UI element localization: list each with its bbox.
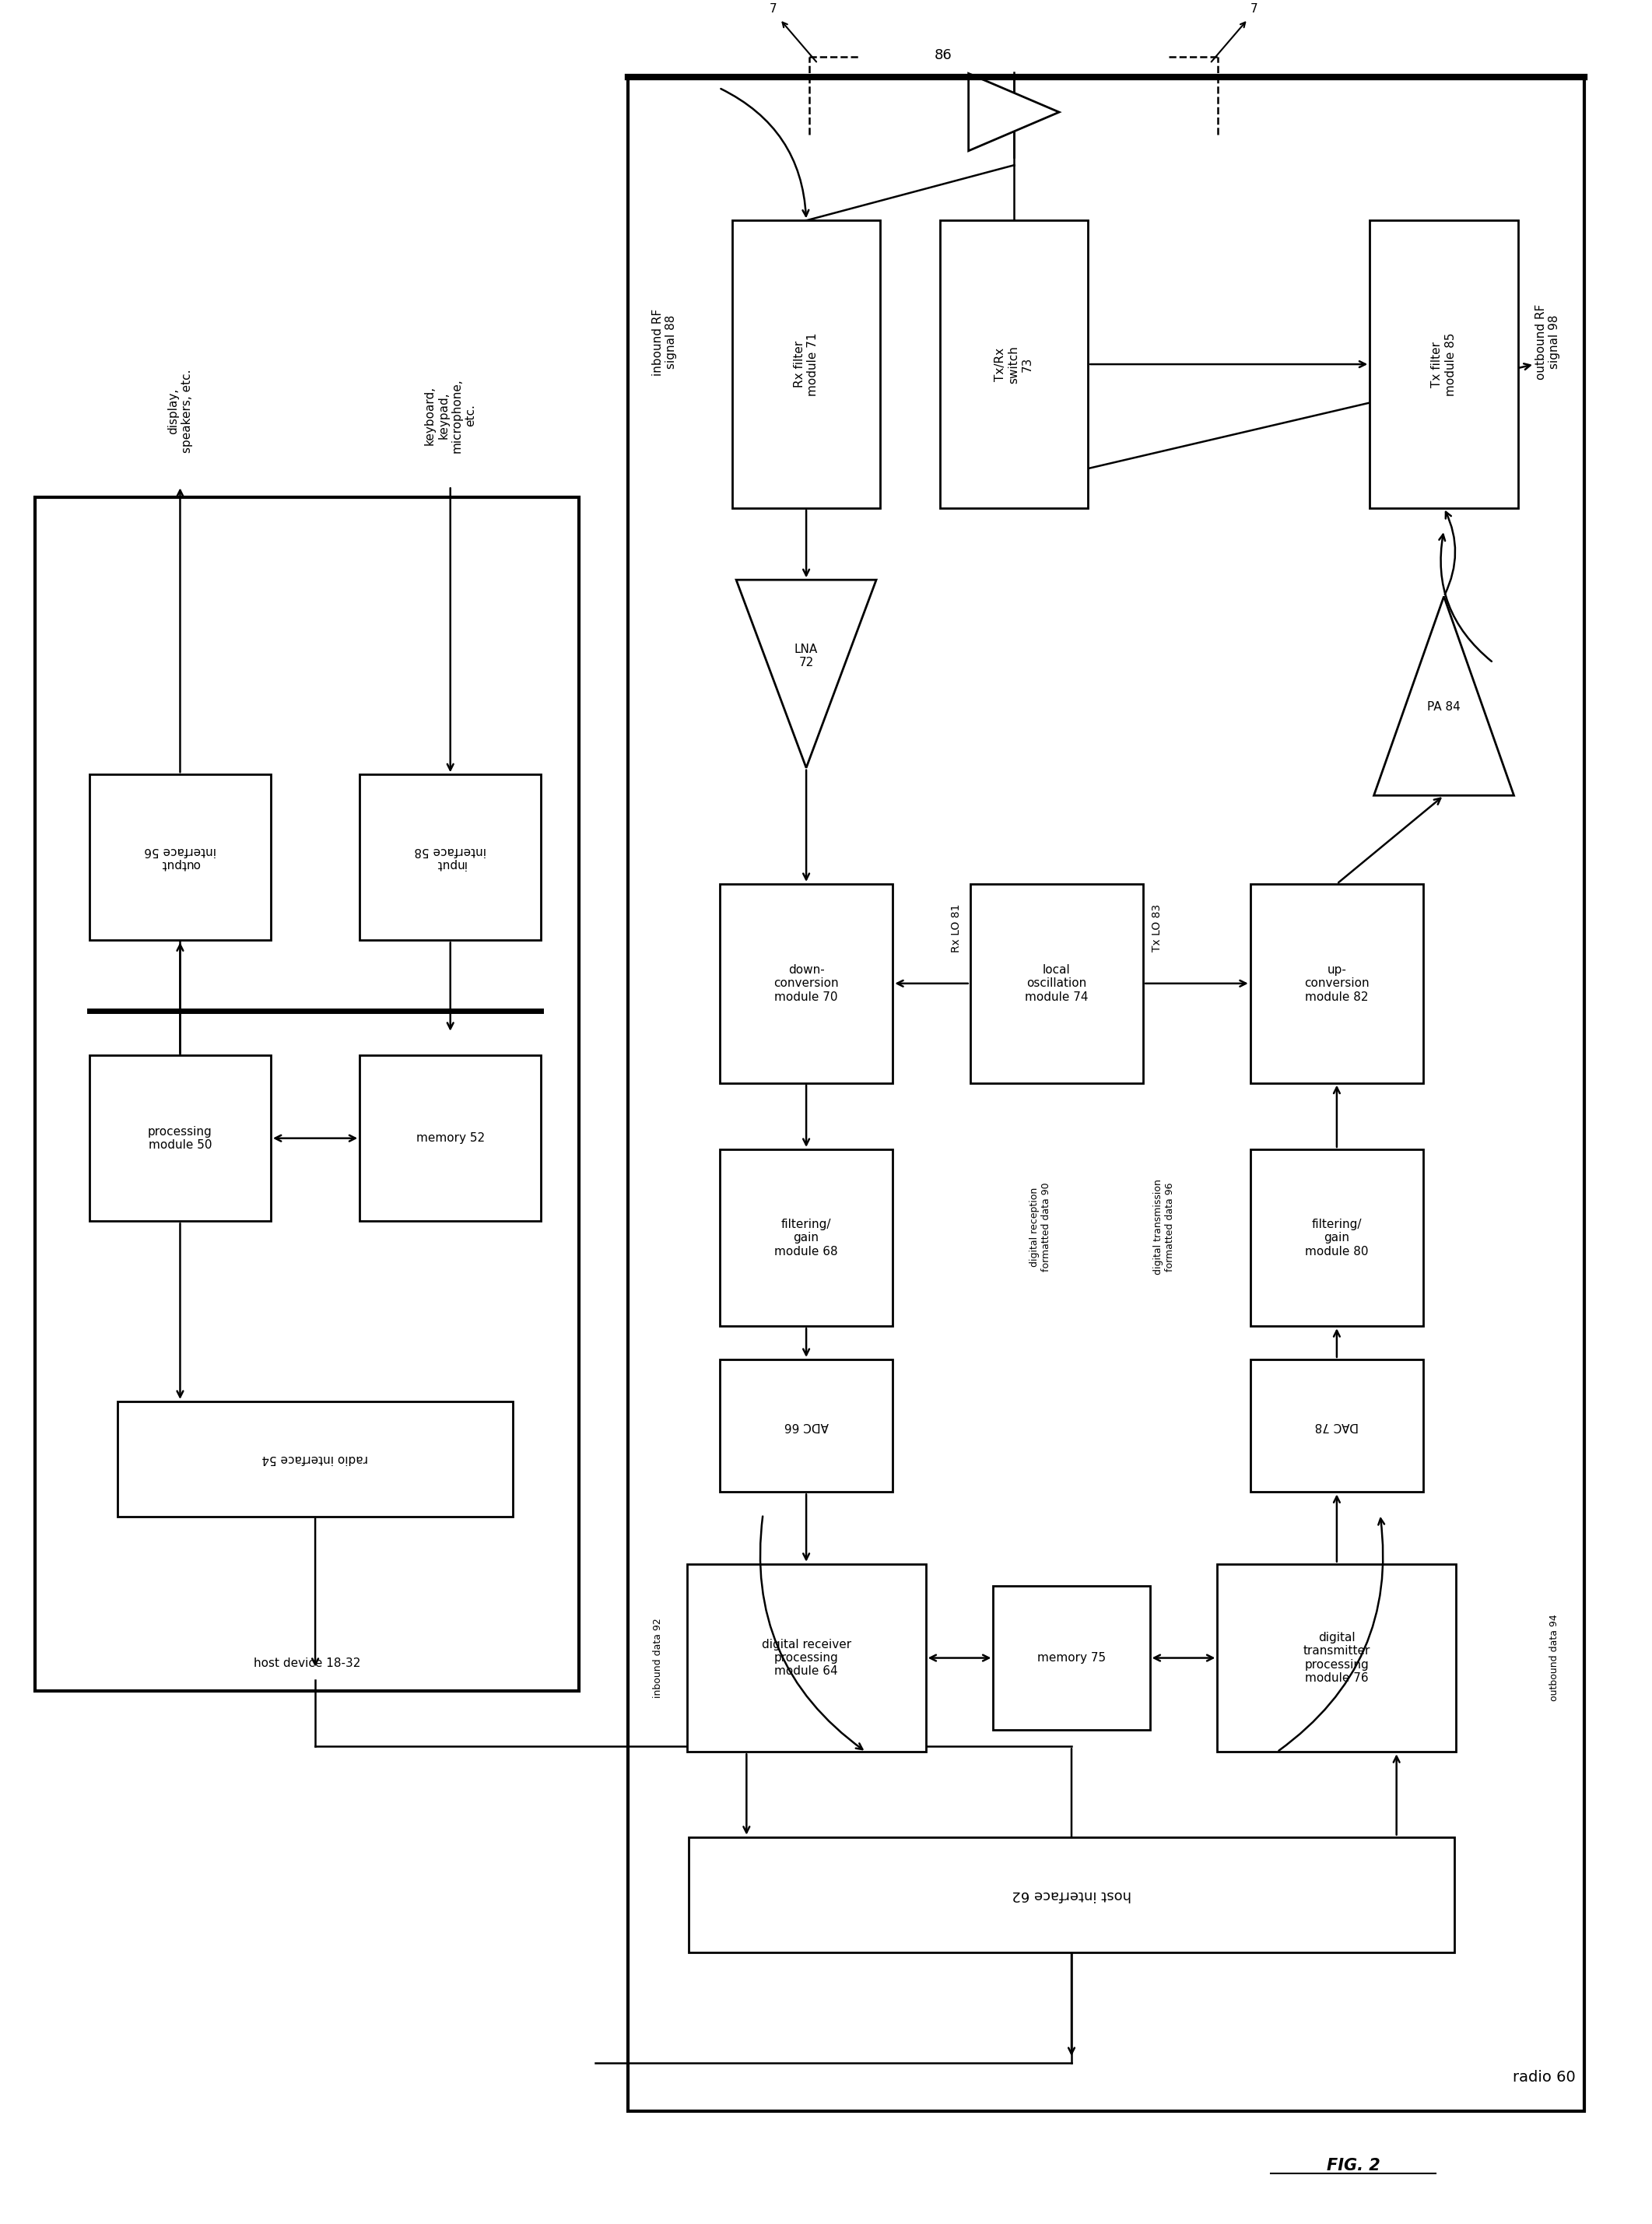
Text: PA 84: PA 84 [1427,701,1460,714]
Text: processing
module 50: processing module 50 [149,1125,213,1150]
Text: filtering/
gain
module 80: filtering/ gain module 80 [1305,1219,1368,1257]
Text: digital
transmitter
processing
module 76: digital transmitter processing module 76 [1303,1632,1371,1684]
Text: host device 18-32: host device 18-32 [253,1657,360,1668]
Text: ADC 66: ADC 66 [785,1419,828,1432]
Bar [1370,220,1518,507]
Text: digital reception
formatted data 90: digital reception formatted data 90 [1029,1183,1051,1272]
Text: LNA
72: LNA 72 [795,643,818,669]
Text: digital transmission
formatted data 96: digital transmission formatted data 96 [1153,1179,1175,1274]
Polygon shape [1374,596,1513,796]
Bar [35,496,578,1690]
Text: outbound RF
signal 98: outbound RF signal 98 [1535,305,1559,380]
Text: FIG. 2: FIG. 2 [1327,2157,1379,2173]
Bar [687,1563,925,1753]
Text: Rx LO 81: Rx LO 81 [952,903,961,952]
Text: memory 75: memory 75 [1037,1652,1105,1664]
Bar [1218,1563,1455,1753]
Bar [117,1401,512,1517]
Text: keyboard,
keypad,
microphone,
etc.: keyboard, keypad, microphone, etc. [425,378,476,454]
Text: 86: 86 [935,49,952,62]
Bar [628,78,1584,2111]
Bar [970,883,1143,1083]
Bar [89,774,271,941]
Bar [689,1837,1455,1953]
Text: display,
speakers, etc.: display, speakers, etc. [167,369,193,454]
Bar [940,220,1089,507]
Polygon shape [737,580,876,767]
Bar [1251,1150,1424,1326]
Text: Rx filter
module 71: Rx filter module 71 [793,334,819,396]
Bar [1251,883,1424,1083]
Text: digital receiver
processing
module 64: digital receiver processing module 64 [762,1639,851,1677]
Text: Tx LO 83: Tx LO 83 [1151,905,1163,952]
Bar [89,1056,271,1221]
Text: up-
conversion
module 82: up- conversion module 82 [1303,963,1370,1003]
Text: Tx/Rx
switch
73: Tx/Rx switch 73 [995,345,1032,383]
Text: 7: 7 [770,2,776,16]
Text: inbound RF
signal 88: inbound RF signal 88 [653,309,677,376]
Bar [720,883,892,1083]
Text: 7: 7 [1251,2,1259,16]
Text: local
oscillation
module 74: local oscillation module 74 [1024,963,1089,1003]
Bar [732,220,881,507]
Text: outbound data 94: outbound data 94 [1550,1615,1559,1701]
Text: output
interface 56: output interface 56 [144,845,216,870]
Bar [360,774,540,941]
Text: Tx filter
module 85: Tx filter module 85 [1431,334,1457,396]
Bar [1251,1359,1424,1492]
Text: DAC 78: DAC 78 [1315,1419,1358,1432]
Bar [720,1150,892,1326]
Text: filtering/
gain
module 68: filtering/ gain module 68 [775,1219,838,1257]
Text: host interface 62: host interface 62 [1011,1888,1132,1902]
Bar [720,1359,892,1492]
Bar [360,1056,540,1221]
Text: radio 60: radio 60 [1513,2071,1576,2084]
Polygon shape [968,73,1059,151]
Text: memory 52: memory 52 [416,1132,484,1143]
Text: inbound data 92: inbound data 92 [653,1617,662,1697]
Text: input
interface 58: input interface 58 [415,845,486,870]
Text: radio interface 54: radio interface 54 [263,1452,368,1466]
Bar [993,1586,1150,1730]
Text: down-
conversion
module 70: down- conversion module 70 [773,963,839,1003]
